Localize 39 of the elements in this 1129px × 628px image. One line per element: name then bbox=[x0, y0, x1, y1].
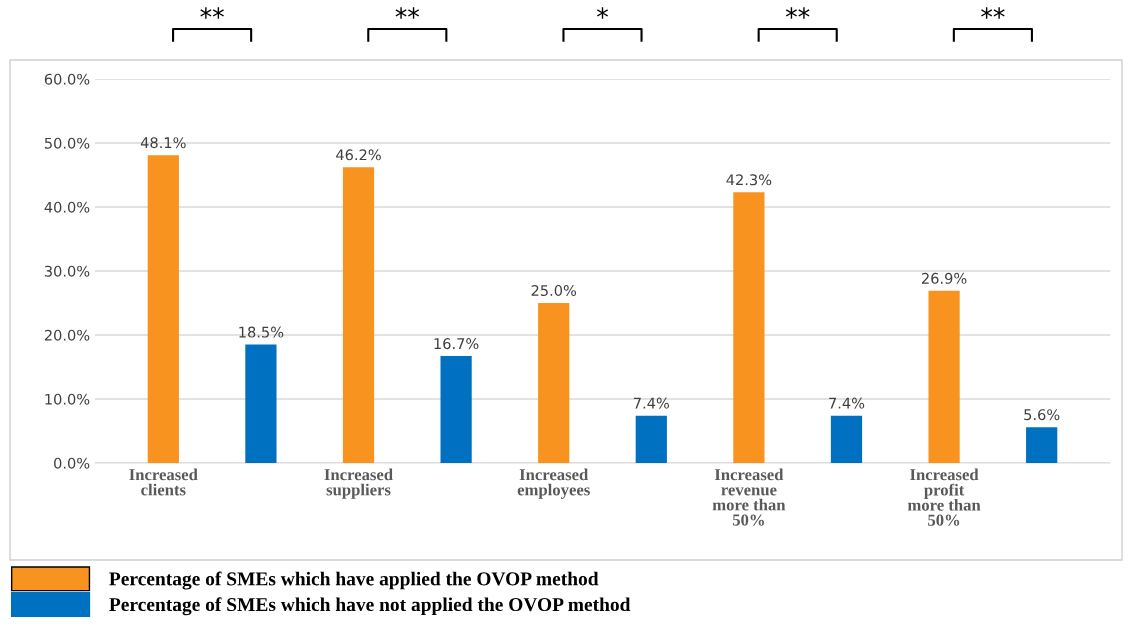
data-label: 7.4% bbox=[633, 397, 670, 409]
bar bbox=[245, 344, 277, 463]
y-tick-label: 20.0% bbox=[44, 329, 90, 341]
y-tick-label: 30.0% bbox=[44, 265, 90, 277]
data-label: 16.7% bbox=[434, 338, 479, 350]
y-tick-label: 40.0% bbox=[44, 201, 90, 213]
x-tick-label: Increased revenue more than 50% bbox=[712, 468, 786, 526]
legend-label: Percentage of SMEs which have applied the OVOP method bbox=[109, 571, 599, 590]
data-label: 25.0% bbox=[531, 284, 577, 297]
text: ** bbox=[981, 7, 1005, 19]
x-tick-label: Increased profit more than 50% bbox=[907, 468, 981, 526]
x-tick-label: Increased clients bbox=[129, 468, 198, 496]
bar bbox=[440, 356, 472, 463]
data-label: 48.1% bbox=[140, 137, 186, 149]
bar bbox=[342, 167, 375, 463]
data-label: 18.5% bbox=[239, 326, 284, 338]
legend-label: Percentage of SMEs which have not applied the OVOP method bbox=[109, 597, 631, 616]
bar bbox=[1026, 427, 1058, 463]
bar bbox=[538, 303, 570, 463]
y-tick-label: 10.0% bbox=[45, 393, 90, 405]
x-tick-label: Increased suppliers bbox=[324, 468, 393, 499]
data-label: 7.4% bbox=[829, 397, 865, 409]
data-label: 26.9% bbox=[921, 272, 967, 284]
bar bbox=[733, 192, 765, 463]
bar bbox=[830, 415, 863, 463]
y-tick-label: 50.0% bbox=[44, 137, 90, 149]
x-tick-label: Increased employees bbox=[517, 468, 590, 499]
text: * bbox=[597, 7, 608, 19]
bar bbox=[928, 290, 960, 463]
y-tick-label: 0.0% bbox=[54, 457, 90, 469]
text: ** bbox=[395, 7, 420, 19]
text: ** bbox=[200, 7, 224, 19]
text: ** bbox=[785, 7, 810, 19]
bar bbox=[635, 415, 667, 463]
data-label: 46.2% bbox=[336, 149, 381, 161]
bar bbox=[147, 155, 179, 463]
data-label: 5.6% bbox=[1024, 409, 1060, 421]
data-label: 42.3% bbox=[726, 174, 772, 186]
y-tick-label: 60.0% bbox=[44, 73, 90, 85]
